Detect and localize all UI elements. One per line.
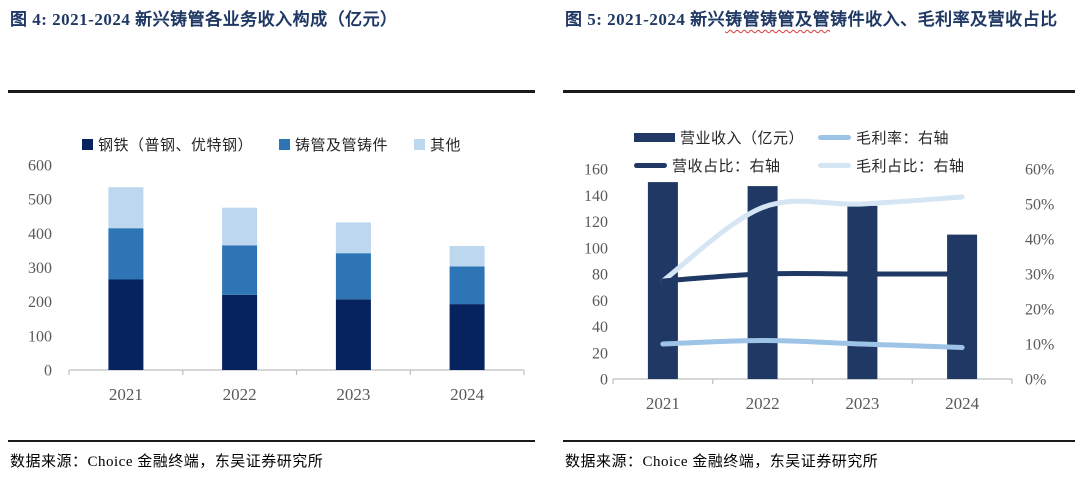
y-axis-label: 200 (28, 294, 52, 311)
figure5-title-prefix: 图 5: 2021-2024 新兴 (565, 10, 726, 29)
legend-swatch-icon (634, 132, 675, 142)
y-axis-label: 300 (28, 260, 52, 277)
legend-label: 毛利率：右轴 (856, 130, 950, 147)
stacked-bar-segment (222, 294, 258, 370)
figure4-source: 数据来源：Choice 金融终端，东吴证券研究所 (10, 454, 324, 470)
x-axis-label: 2022 (746, 394, 780, 413)
legend-item: 营收占比：右轴 (634, 155, 781, 176)
left-axis-label: 0 (600, 372, 608, 389)
stacked-bar-segment (108, 187, 144, 229)
left-axis-label: 40 (592, 319, 608, 336)
x-axis-label: 2024 (945, 394, 980, 413)
legend-swatch-icon (634, 162, 667, 168)
figure5-combo-chart: 0 20 40 60 80 100 120 140 160 0% 10% 20% 30% 40% 50% 60… (584, 162, 1054, 414)
legend-label: 其他 (430, 138, 462, 154)
legend-item: 其他 (414, 134, 461, 155)
legend-label: 营业收入（亿元） (680, 130, 805, 147)
right-axis-label: 60% (1025, 162, 1054, 179)
figure5-source: 数据来源：Choice 金融终端，东吴证券研究所 (565, 454, 879, 470)
legend-item: 钢铁（普钢、优特钢） (81, 134, 253, 155)
x-axis-label: 2023 (336, 385, 370, 404)
figure4-legend: 钢铁（普钢、优特钢） 铸管及管铸件 其他 (8, 134, 535, 155)
revenue-bar (847, 205, 878, 380)
legend-label: 毛利占比：右轴 (856, 158, 965, 175)
figure4-panel: 图 4: 2021-2024 新兴铸管各业务收入构成（亿元） 钢铁（普钢、优特钢… (8, 0, 535, 485)
legend-swatch-icon (278, 139, 290, 150)
left-axis-label: 60 (592, 293, 608, 310)
stacked-bar-segment (335, 299, 371, 370)
right-axis-label: 20% (1025, 302, 1054, 319)
right-axis-label: 30% (1025, 267, 1054, 284)
stacked-bar-segment (449, 304, 485, 370)
stacked-bar-segment (108, 279, 144, 370)
figure5-top-rule (563, 90, 1075, 93)
x-axis-label: 2021 (646, 394, 680, 413)
left-axis-label: 20 (592, 345, 608, 362)
left-axis-label: 140 (584, 188, 608, 205)
x-axis-label: 2022 (223, 385, 257, 404)
line-series (660, 194, 965, 284)
left-axis-label: 100 (584, 240, 608, 257)
right-axis-label: 40% (1025, 232, 1054, 249)
stacked-bar-segment (222, 207, 258, 246)
figure4-title: 图 4: 2021-2024 新兴铸管各业务收入构成（亿元） (10, 10, 398, 29)
x-axis-label: 2024 (450, 385, 485, 404)
figure5-bottom-rule (563, 440, 1075, 442)
right-axis-label: 0% (1025, 372, 1046, 389)
legend-label: 营收占比：右轴 (672, 158, 781, 175)
legend-swatch-icon (81, 139, 93, 150)
stacked-bar-segment (335, 253, 371, 300)
y-axis-label: 600 (28, 158, 52, 175)
legend-item: 营业收入（亿元） (634, 127, 804, 148)
stacked-bar-segment (222, 245, 258, 295)
line-series (660, 270, 965, 284)
stacked-bar-segment (449, 266, 485, 305)
figure4-chart: 钢铁（普钢、优特钢） 铸管及管铸件 其他 0 100 200 300 400 500 600 20… (8, 100, 535, 430)
figure4-stacked-bar-chart: 0 100 200 300 400 500 600 2021 2022 2023 2024 (28, 158, 525, 404)
y-axis-label: 0 (44, 363, 52, 380)
y-axis-label: 100 (28, 328, 52, 345)
legend-label: 钢铁（普钢、优特钢） (97, 138, 253, 154)
figure5-legend-row1: 营业收入（亿元） 毛利率：右轴 (563, 126, 1075, 148)
revenue-bar (947, 234, 978, 379)
stacked-bar-segment (108, 228, 144, 280)
x-axis-label: 2023 (845, 394, 879, 413)
left-axis-label: 120 (584, 214, 608, 231)
right-axis-label: 50% (1025, 197, 1054, 214)
figure5-chart: 营业收入（亿元） 毛利率：右轴 营收占比：右轴 毛利占比：右轴 0 20 40 60 80 1… (563, 100, 1075, 430)
figure5-title: 图 5: 2021-2024 新兴铸管铸管及管铸件收入、毛利率及营收占比 (565, 6, 1075, 33)
left-axis-label: 160 (584, 162, 608, 179)
right-axis-label: 10% (1025, 337, 1054, 354)
revenue-bar (747, 186, 778, 379)
left-axis-label: 80 (592, 267, 608, 284)
figure5-legend-row2: 营收占比：右轴 毛利占比：右轴 (563, 154, 1075, 176)
line-series (660, 337, 965, 350)
legend-swatch-icon (818, 134, 851, 140)
figure4-top-rule (8, 90, 535, 93)
legend-swatch-icon (818, 162, 851, 168)
x-axis-label: 2021 (109, 385, 143, 404)
stacked-bar-segment (335, 222, 371, 254)
legend-item: 毛利率：右轴 (818, 127, 949, 148)
figure4-bottom-rule (8, 440, 535, 442)
y-axis-label: 500 (28, 192, 52, 209)
legend-label: 铸管及管铸件 (294, 138, 388, 154)
legend-swatch-icon (414, 139, 425, 150)
legend-item: 毛利占比：右轴 (818, 155, 965, 176)
figure5-panel: 图 5: 2021-2024 新兴铸管铸管及管铸件收入、毛利率及营收占比 营业收… (563, 0, 1075, 485)
y-axis-label: 400 (28, 226, 52, 243)
legend-item: 铸管及管铸件 (278, 134, 388, 155)
figure5-title-spellcheck-wavy: 铸管铸管及管 (725, 10, 831, 29)
figure5-title-suffix: 铸件收入、毛利率及营收占比 (830, 10, 1058, 29)
stacked-bar-segment (449, 246, 485, 267)
